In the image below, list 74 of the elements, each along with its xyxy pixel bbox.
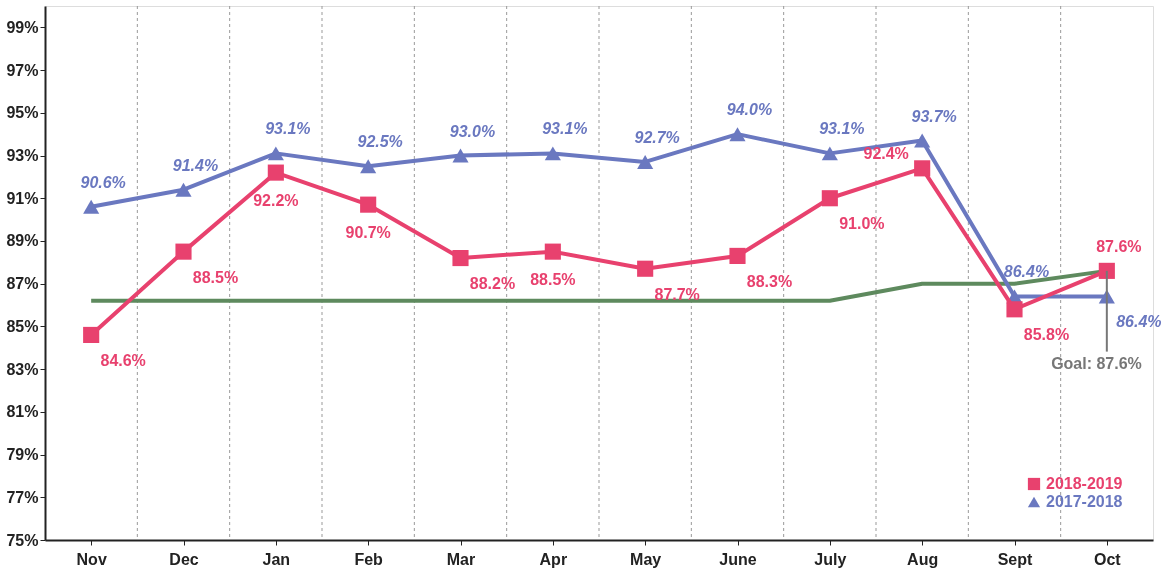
point [544, 243, 561, 260]
data-label: 93.1% [542, 120, 588, 138]
point [637, 154, 654, 169]
data-label: 93.0% [449, 122, 496, 140]
data-label: 86.4% [1116, 313, 1162, 331]
y-tick-label: 97% [6, 61, 39, 79]
data-label: 92.2% [253, 191, 299, 209]
point [821, 190, 838, 207]
data-label: 92.5% [357, 133, 403, 151]
point [1098, 262, 1115, 279]
data-label: 93.1% [265, 120, 311, 138]
point [360, 159, 377, 174]
data-label: 88.5% [530, 270, 576, 288]
point [267, 146, 284, 161]
data-label: 88.2% [469, 275, 516, 293]
annotation: Goal: 87.6% [1051, 354, 1142, 372]
point [1006, 301, 1023, 318]
x-tick-label: Aug [907, 550, 939, 568]
y-tick-label: 99% [6, 18, 39, 36]
y-tick-label: 77% [6, 488, 39, 506]
y-tick-label: 89% [6, 232, 39, 250]
point [175, 182, 192, 197]
data-label: 87.6% [1096, 237, 1142, 255]
x-tick-label: Nov [76, 550, 107, 568]
data-label: 92.4% [863, 145, 909, 163]
y-tick-label: 75% [6, 531, 39, 549]
data-label: 90.7% [345, 223, 391, 241]
x-tick-label: Apr [539, 550, 568, 568]
point [452, 249, 469, 267]
point [914, 160, 931, 177]
y-tick-label: 85% [6, 317, 39, 335]
data-label: 92.7% [634, 128, 680, 146]
y-tick-label: 87% [6, 275, 39, 293]
data-label: 90.6% [80, 173, 126, 191]
x-tick-label: May [630, 550, 662, 568]
x-tick-label: June [719, 550, 757, 568]
y-tick-label: 79% [6, 446, 39, 464]
y-tick-label: 93% [6, 147, 39, 165]
point [360, 196, 377, 213]
data-label: 93.1% [819, 120, 865, 138]
x-tick-label: Jan [262, 550, 291, 568]
y-tick-label: 91% [6, 189, 39, 207]
point [729, 127, 746, 142]
point [637, 260, 654, 277]
x-tick-label: Sept [997, 550, 1034, 568]
data-label: 91.0% [839, 215, 885, 233]
x-tick-label: Feb [354, 550, 384, 568]
data-label: 91.4% [172, 156, 219, 174]
x-tick-label: July [814, 550, 847, 568]
data-label: 85.8% [1023, 326, 1070, 344]
point [821, 146, 838, 161]
point [544, 146, 561, 161]
data-label: 88.5% [192, 268, 239, 286]
legend-label: 2018-2019 [1046, 475, 1123, 492]
x-tick-label: Oct [1094, 550, 1122, 568]
point [729, 247, 746, 264]
data-label: 87.7% [654, 285, 700, 303]
x-tick-label: Dec [169, 550, 199, 568]
y-tick-label: 81% [6, 403, 39, 421]
point [175, 243, 192, 260]
data-label: 84.6% [100, 351, 146, 369]
data-label: 93.7% [911, 107, 957, 125]
point [452, 148, 469, 163]
y-tick-label: 95% [6, 104, 39, 122]
legend-label: 2017-2018 [1046, 493, 1123, 510]
data-label: 86.4% [1003, 263, 1050, 281]
point [83, 199, 100, 214]
point [267, 164, 284, 181]
data-label: 94.0% [726, 101, 773, 119]
point [83, 326, 100, 344]
point [914, 133, 931, 148]
data-label: 88.3% [746, 272, 793, 290]
y-tick-label: 83% [6, 360, 39, 378]
x-tick-label: Mar [446, 550, 476, 568]
